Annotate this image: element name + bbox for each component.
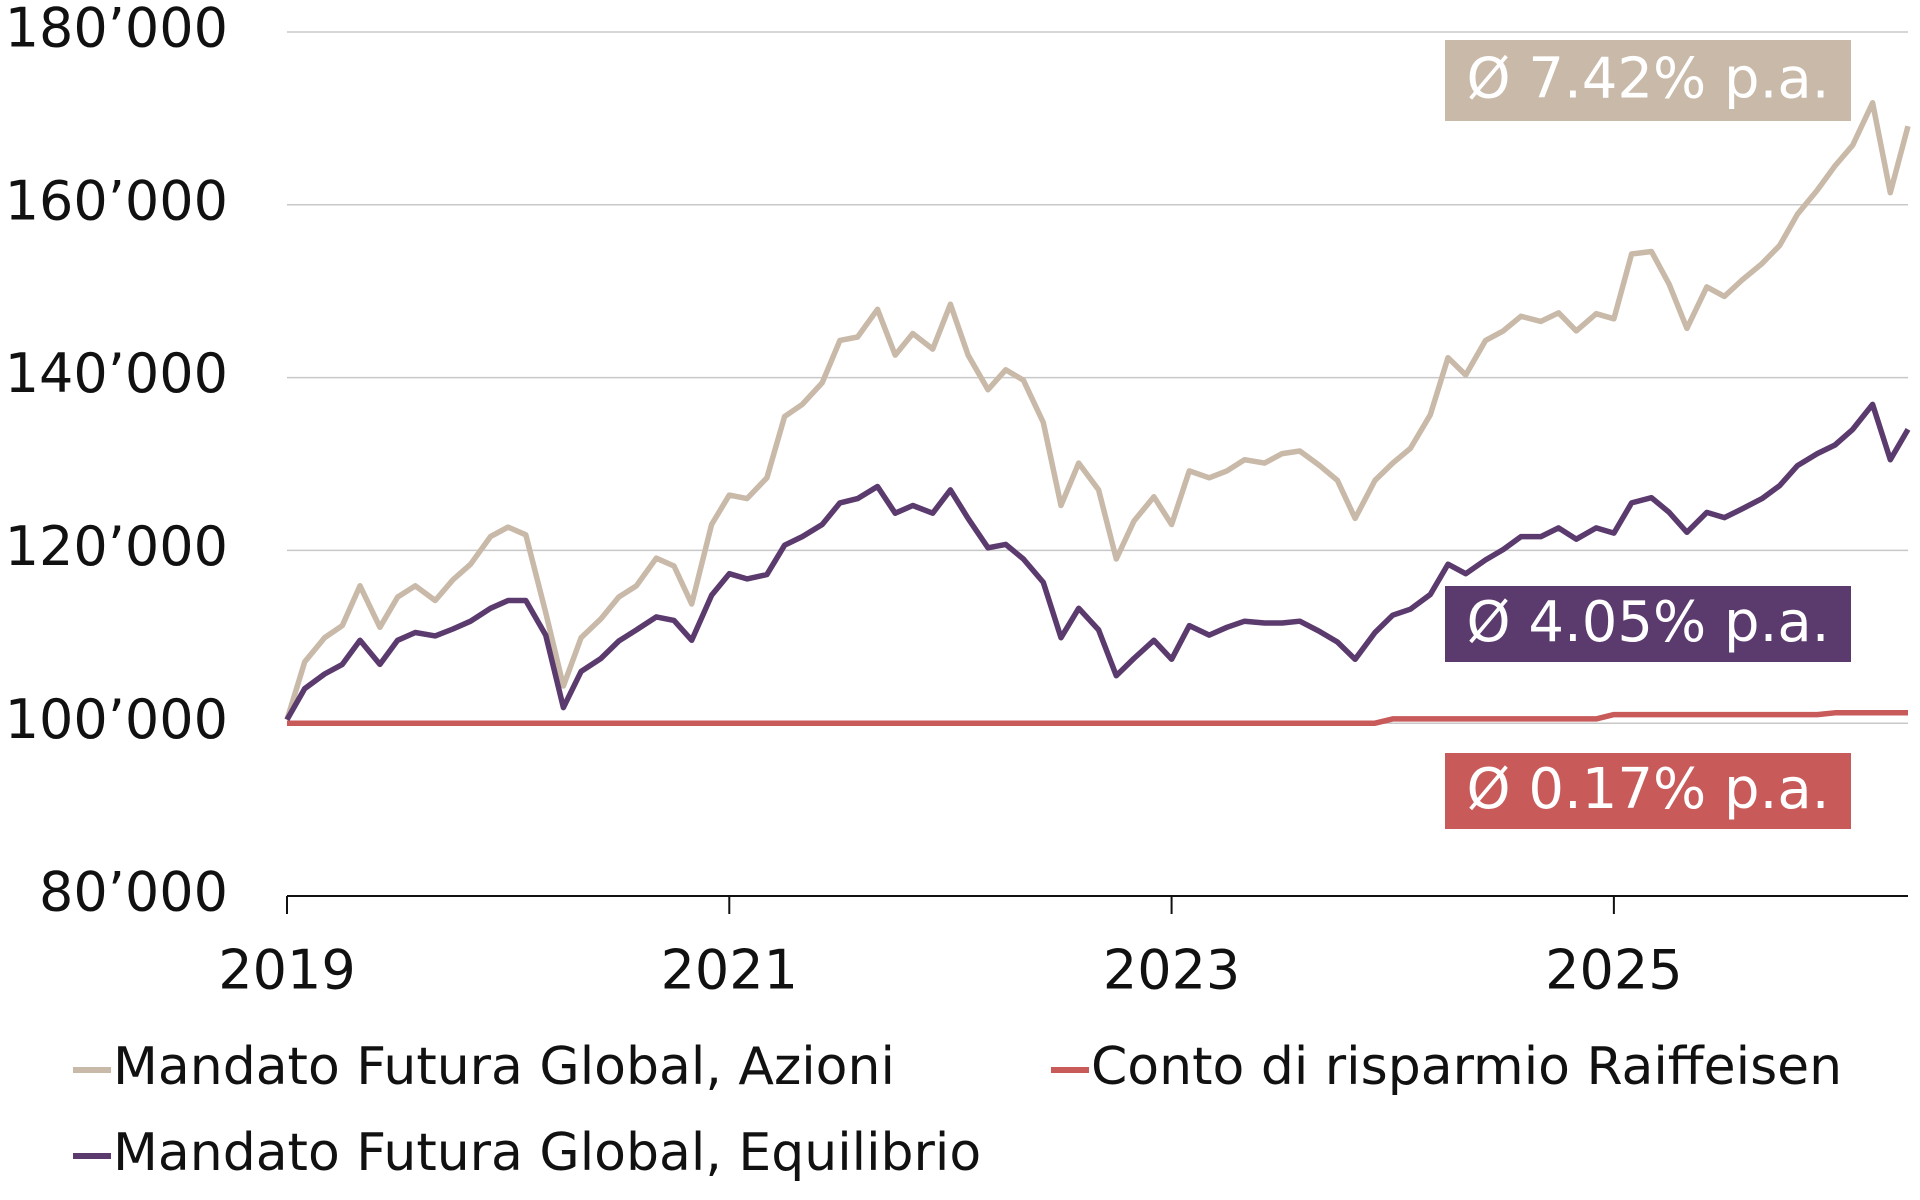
series-line — [284, 401, 1911, 722]
annotation-box — [1445, 40, 1851, 121]
y-tick-label: 180’000 — [5, 0, 228, 60]
x-tick-label: 2025 — [1545, 939, 1682, 1002]
y-tick-label: 100’000 — [5, 688, 228, 751]
annotation-label: Ø 0.17% p.a. — [1466, 757, 1829, 822]
y-tick-label: 80’000 — [39, 861, 228, 924]
series-line — [287, 710, 1908, 726]
y-tick-label: 160’000 — [5, 169, 228, 232]
legend-label: Conto di risparmio Raiffeisen — [1091, 1037, 1842, 1097]
x-tick-label: 2019 — [218, 939, 355, 1002]
annotation-box — [1445, 586, 1851, 662]
x-tick-label: 2023 — [1103, 939, 1240, 1002]
annotation-box — [1445, 753, 1851, 829]
y-tick-label: 140’000 — [5, 342, 228, 405]
legend-label: Mandato Futura Global, Equilibrio — [113, 1123, 981, 1183]
series-line — [284, 100, 1911, 721]
annotation-label: Ø 7.42% p.a. — [1466, 47, 1829, 112]
annotation-label: Ø 4.05% p.a. — [1466, 590, 1829, 655]
x-tick-label: 2021 — [661, 939, 798, 1002]
y-tick-label: 120’000 — [5, 515, 228, 578]
legend-label: Mandato Futura Global, Azioni — [113, 1037, 895, 1097]
